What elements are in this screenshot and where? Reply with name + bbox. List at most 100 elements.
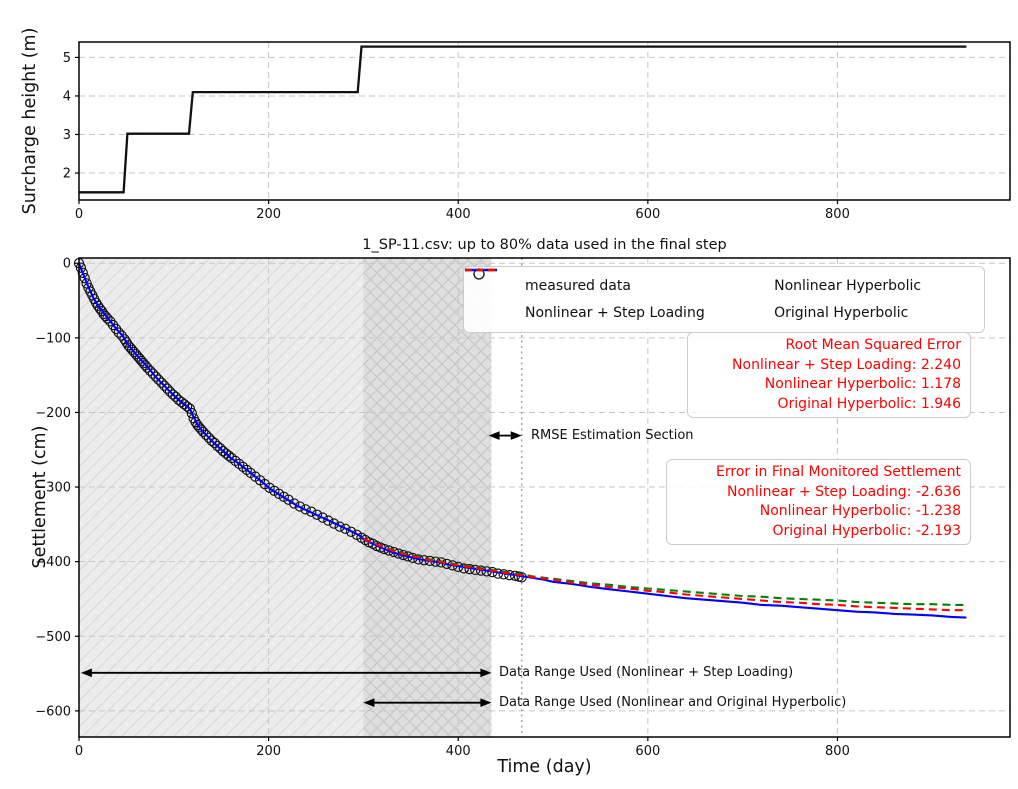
y-tick-label: −400	[35, 555, 71, 570]
measured-data-point	[289, 498, 300, 509]
measured-data-point	[150, 371, 161, 382]
legend: measured data Nonlinear + Step Loading N…	[463, 266, 985, 333]
measured-data-point	[340, 523, 351, 534]
arrow-head	[480, 668, 492, 678]
x-tick-label: 800	[825, 207, 850, 222]
measured-data-point	[147, 368, 159, 379]
legend-label: Nonlinear + Step Loading	[525, 305, 705, 322]
measured-data-point	[209, 437, 220, 449]
legend-label: measured data	[525, 277, 631, 294]
x-tick-label: 400	[446, 744, 471, 759]
rmse-line-original-hyperbolic: Original Hyperbolic: 1.946	[777, 395, 961, 412]
surcharge-step-line	[79, 45, 967, 194]
measured-data-point	[164, 386, 176, 397]
measured-data-point	[105, 316, 116, 327]
final-settlement-error-box: Error in Final Monitored Settlement Nonl…	[666, 459, 971, 545]
x-tick-label: 600	[635, 744, 660, 759]
measured-data-point	[283, 494, 294, 505]
data-range-1-label: Data Range Used (Nonlinear + Step Loadin…	[499, 665, 794, 680]
arrow-head	[80, 668, 92, 678]
axes-spines	[78, 41, 1011, 201]
measured-data-point	[311, 509, 323, 520]
measured-data-point	[170, 391, 181, 402]
measured-data-point	[144, 365, 156, 376]
error-line-nonlinear-hyperbolic: Nonlinear Hyperbolic: -1.238	[759, 503, 961, 519]
measured-data-point	[306, 506, 317, 517]
rmse-box-title: Root Mean Squared Error	[785, 337, 961, 353]
measured-data-point	[110, 323, 122, 335]
measured-data-point	[241, 464, 252, 476]
measured-data-point	[345, 526, 357, 537]
measured-data-point	[75, 262, 87, 273]
measured-data-point	[328, 518, 340, 529]
chart-title: 1_SP-11.csv: up to 80% data used in the …	[362, 237, 727, 253]
x-axis-label: Time (day)	[497, 757, 592, 777]
x-tick-label: 0	[75, 744, 83, 759]
measured-data-point	[77, 267, 88, 279]
arrow-head	[510, 431, 522, 440]
measured-data-point	[113, 327, 124, 338]
measured-data-point	[94, 303, 106, 314]
measured-data-point	[212, 440, 223, 452]
y-tick-label: −600	[35, 704, 71, 719]
rmse-box: Root Mean Squared Error Nonlinear + Step…	[687, 332, 971, 418]
legend-label: Nonlinear Hyperbolic	[774, 277, 922, 294]
measured-data-point	[323, 515, 334, 526]
x-tick-label: 800	[825, 744, 850, 759]
rmse-line-step-loading: Nonlinear + Step Loading: 2.240	[732, 356, 961, 373]
y-tick-label: −500	[35, 630, 71, 645]
bottom-y-axis-label: Settlement (cm)	[30, 425, 50, 569]
x-tick-label: 400	[446, 207, 471, 222]
legend-entry-measured: measured data	[473, 268, 713, 294]
measured-data-point	[102, 313, 113, 324]
y-tick-label: 3	[63, 128, 71, 143]
measured-data-point	[96, 305, 107, 317]
x-tick-label: 0	[75, 207, 83, 222]
legend-entry-step-loading: Nonlinear + Step Loading	[465, 268, 713, 322]
measured-data-point	[198, 426, 209, 437]
measured-data-point	[300, 504, 311, 515]
arrow-head	[363, 698, 375, 707]
render-root: 0 200 400 600 800 2 3 4 5 0 200 400 600 800 0 −100 −200 −…	[35, 41, 1011, 759]
y-tick-label: 5	[63, 51, 71, 66]
measured-data-point	[215, 443, 226, 454]
arrow-head	[488, 431, 500, 440]
legend-label: Original Hyperbolic	[774, 305, 909, 322]
x-tick-label: 200	[256, 744, 281, 759]
measured-data-point	[156, 377, 167, 388]
measured-data-point	[167, 389, 179, 400]
measured-data-point	[230, 455, 241, 467]
y-tick-label: 0	[63, 257, 71, 272]
measured-data-point	[200, 429, 212, 440]
measured-data-point	[119, 334, 130, 345]
arrow-head	[480, 698, 492, 707]
error-box-title: Error in Final Monitored Settlement	[716, 464, 961, 480]
x-tick-label: 200	[256, 207, 281, 222]
measured-data-point	[234, 458, 245, 470]
measured-data-point	[237, 461, 249, 473]
measured-data-point	[121, 337, 132, 348]
measured-data-point	[159, 380, 170, 391]
x-tick-label: 600	[635, 207, 660, 222]
measured-data-point	[206, 435, 217, 446]
measured-data-point	[294, 501, 306, 512]
measured-data-point	[186, 408, 197, 419]
measured-data-point	[223, 450, 234, 461]
measured-data-point	[90, 297, 102, 308]
y-tick-label: 2	[63, 167, 71, 182]
measured-data-point	[162, 383, 173, 394]
measured-data-point	[203, 432, 215, 443]
measured-data-point	[317, 512, 328, 523]
model-curve-original-hyperbolic	[362, 537, 967, 612]
measured-data-point	[334, 521, 345, 532]
measured-data-point	[184, 403, 196, 414]
error-line-original-hyperbolic: Original Hyperbolic: -2.193	[772, 522, 961, 539]
model-curve-nonlinear-step-loading	[78, 262, 967, 619]
measured-data-point	[92, 300, 104, 311]
rmse-line-nonlinear-hyperbolic: Nonlinear Hyperbolic: 1.178	[764, 376, 961, 392]
error-line-step-loading: Nonlinear + Step Loading: -2.636	[726, 483, 961, 500]
axes-spines	[78, 257, 1011, 738]
y-tick-label: −300	[35, 481, 71, 496]
